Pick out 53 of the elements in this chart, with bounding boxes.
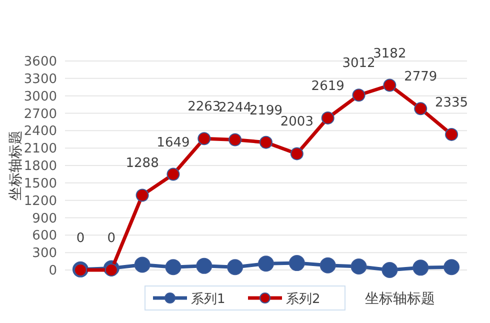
- point: [320, 257, 336, 274]
- point: [412, 260, 429, 276]
- point: [165, 259, 182, 276]
- point: [321, 111, 334, 124]
- point: [352, 88, 366, 102]
- data-label: 2244: [218, 100, 252, 116]
- legend-label: 系列1: [191, 292, 226, 307]
- point: [445, 128, 458, 141]
- y-tick-label: 300: [32, 246, 57, 262]
- y-tick-label: 2700: [24, 106, 57, 122]
- data-label: 2335: [434, 95, 468, 110]
- point: [382, 262, 398, 278]
- point: [196, 258, 212, 274]
- y-tick-label: 1800: [24, 159, 57, 174]
- point: [383, 78, 396, 92]
- point: [104, 264, 118, 276]
- data-label: 2199: [249, 103, 283, 118]
- point: [258, 256, 274, 272]
- point: [350, 258, 367, 275]
- point: [166, 168, 180, 181]
- y-tick-label: 600: [32, 228, 57, 244]
- y-tick-label: 2400: [24, 124, 57, 140]
- y-tick-label: 3000: [24, 89, 57, 104]
- data-label: 2003: [280, 114, 314, 130]
- y-tick-label: 900: [32, 211, 57, 226]
- data-label: 2263: [188, 100, 221, 115]
- point: [260, 136, 272, 149]
- y-tick-label: 3300: [24, 72, 57, 87]
- point: [414, 102, 428, 116]
- point: [290, 147, 304, 160]
- point: [136, 188, 149, 202]
- data-label: 3012: [342, 56, 376, 72]
- data-label: 3182: [373, 46, 406, 62]
- point: [288, 255, 305, 272]
- data-label: 2779: [404, 70, 438, 85]
- point: [444, 259, 460, 276]
- point: [198, 132, 211, 146]
- data-label: 0: [76, 231, 85, 246]
- data-label: 1649: [156, 135, 190, 150]
- data-label: 1288: [126, 156, 159, 172]
- x-axis-title: 坐标轴标题: [365, 291, 435, 307]
- data-label: 2619: [311, 78, 344, 94]
- point: [228, 133, 242, 146]
- legend-label: 系列2: [286, 292, 320, 307]
- point: [134, 256, 150, 273]
- y-axis-title: 坐标轴标题: [8, 130, 24, 200]
- y-tick-label: 3600: [24, 54, 57, 70]
- y-tick-label: 2100: [24, 142, 57, 157]
- data-label: 0: [107, 231, 116, 246]
- y-tick-label: 0: [48, 264, 57, 278]
- y-tick-label: 1500: [24, 176, 57, 192]
- y-tick-label: 1200: [24, 194, 57, 209]
- point: [227, 259, 244, 276]
